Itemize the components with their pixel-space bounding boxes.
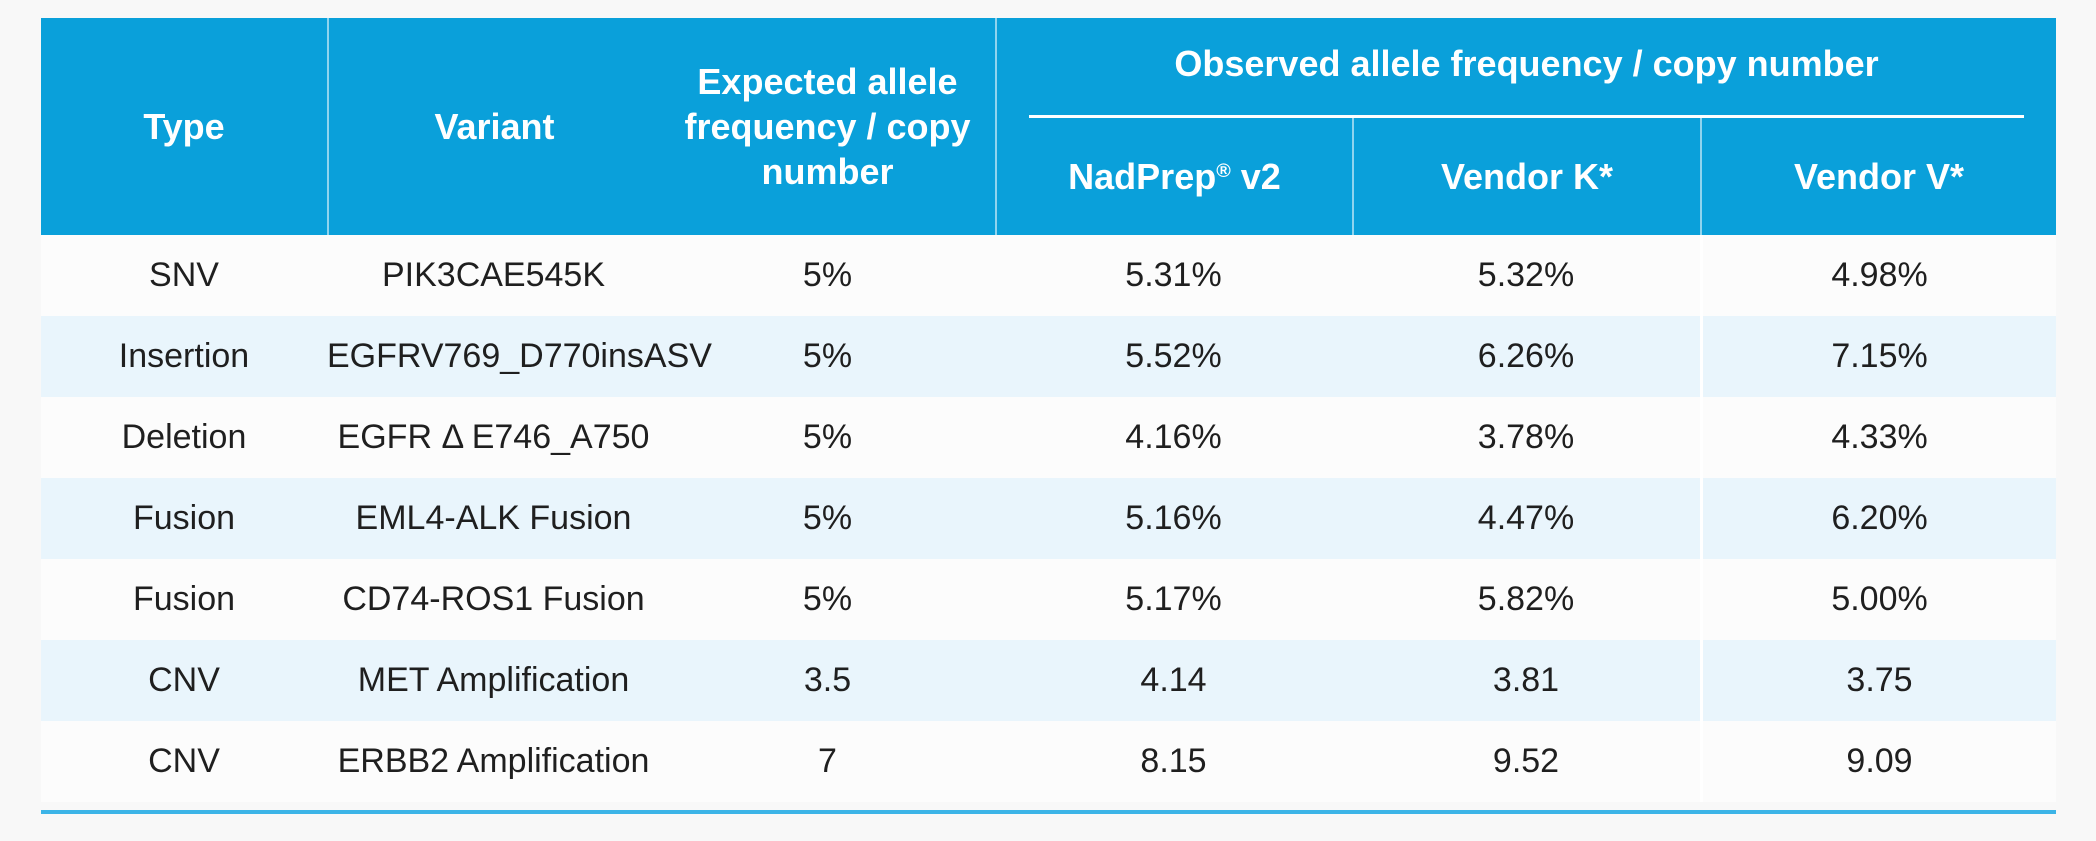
cell-expected: 5% [660, 397, 995, 478]
table-row: Fusion CD74-ROS1 Fusion 5% 5.17% 5.82% 5… [41, 559, 2057, 640]
header-observed-group-label: Observed allele frequency / copy number [1174, 42, 1879, 84]
cell-nadprep: 5.31% [995, 235, 1352, 316]
table-row: Fusion EML4-ALK Fusion 5% 5.16% 4.47% 6.… [41, 478, 2057, 559]
table-body: SNV PIK3CAE545K 5% 5.31% 5.32% 4.98% Ins… [41, 235, 2057, 802]
cell-nadprep: 5.16% [995, 478, 1352, 559]
observed-group-underline [1029, 115, 2025, 118]
cell-nadprep: 5.17% [995, 559, 1352, 640]
cell-vendor-k: 4.47% [1352, 478, 1700, 559]
header-observed-group: Observed allele frequency / copy number [995, 18, 2057, 118]
cell-type: CNV [41, 640, 327, 721]
cell-expected: 5% [660, 235, 995, 316]
table-row: CNV MET Amplification 3.5 4.14 3.81 3.75 [41, 640, 2057, 721]
table-bottom-rule [41, 810, 2056, 814]
cell-vendor-v: 9.09 [1700, 721, 2057, 802]
cell-vendor-v: 3.75 [1700, 640, 2057, 721]
cell-vendor-k: 6.26% [1352, 316, 1700, 397]
cell-vendor-k: 9.52 [1352, 721, 1700, 802]
cell-nadprep: 4.14 [995, 640, 1352, 721]
table-row: Insertion EGFRV769_D770insASV 5% 5.52% 6… [41, 316, 2057, 397]
cell-variant: MET Amplification [327, 640, 660, 721]
cell-expected: 5% [660, 478, 995, 559]
header-type: Type [41, 18, 327, 235]
cell-vendor-k: 3.78% [1352, 397, 1700, 478]
cell-vendor-k: 5.82% [1352, 559, 1700, 640]
cell-type: Deletion [41, 397, 327, 478]
header-vendor-k: Vendor K* [1352, 118, 1700, 235]
variant-validation-table: Type Variant Expected allele frequency /… [41, 18, 2057, 802]
header-row-group: Type Variant Expected allele frequency /… [41, 18, 2057, 235]
header-variant: Variant [327, 18, 660, 235]
cell-vendor-k: 5.32% [1352, 235, 1700, 316]
cell-vendor-v: 7.15% [1700, 316, 2057, 397]
cell-vendor-v: 4.33% [1700, 397, 2057, 478]
cell-variant: EGFR Δ E746_A750 [327, 397, 660, 478]
cell-variant: CD74-ROS1 Fusion [327, 559, 660, 640]
nadprep-brand: NadPrep [1068, 156, 1217, 197]
cell-vendor-v: 4.98% [1700, 235, 2057, 316]
cell-vendor-k: 3.81 [1352, 640, 1700, 721]
cell-nadprep: 5.52% [995, 316, 1352, 397]
cell-type: CNV [41, 721, 327, 802]
cell-type: Fusion [41, 559, 327, 640]
registered-trademark-icon: ® [1216, 159, 1231, 182]
cell-type: Fusion [41, 478, 327, 559]
header-row-sub: NadPrep® v2 Vendor K* Vendor V* [41, 118, 2057, 235]
cell-type: Insertion [41, 316, 327, 397]
cell-variant: EML4-ALK Fusion [327, 478, 660, 559]
table-header: Type Variant Expected allele frequency /… [41, 18, 2057, 235]
cell-variant: EGFRV769_D770insASV [327, 316, 712, 397]
cell-expected: 5% [660, 559, 995, 640]
cell-expected: 3.5 [660, 640, 995, 721]
table-row: SNV PIK3CAE545K 5% 5.31% 5.32% 4.98% [41, 235, 2057, 316]
header-nadprep-v2: NadPrep® v2 [995, 118, 1352, 235]
nadprep-version: v2 [1230, 156, 1281, 197]
cell-vendor-v: 6.20% [1700, 478, 2057, 559]
header-expected-frequency: Expected allele frequency / copy number [660, 18, 995, 235]
cell-expected: 5% [660, 316, 995, 397]
cell-variant: PIK3CAE545K [327, 235, 660, 316]
cell-nadprep: 8.15 [995, 721, 1352, 802]
cell-vendor-v: 5.00% [1700, 559, 2057, 640]
cell-expected: 7 [660, 721, 995, 802]
cell-type: SNV [41, 235, 327, 316]
table-row: Deletion EGFR Δ E746_A750 5% 4.16% 3.78%… [41, 397, 2057, 478]
page: { "chart_data": { "type": "table", "titl… [0, 18, 2096, 841]
cell-variant: ERBB2 Amplification [327, 721, 660, 802]
header-vendor-v: Vendor V* [1700, 118, 2057, 235]
cell-nadprep: 4.16% [995, 397, 1352, 478]
table-row: CNV ERBB2 Amplification 7 8.15 9.52 9.09 [41, 721, 2057, 802]
